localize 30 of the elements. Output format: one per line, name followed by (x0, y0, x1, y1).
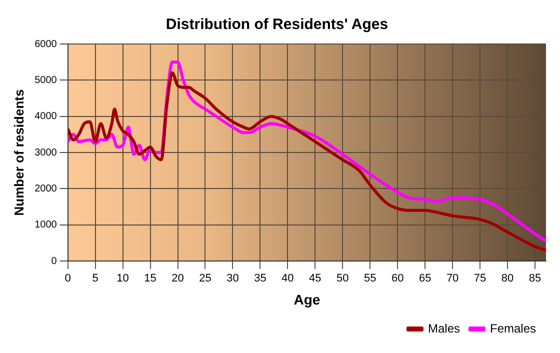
x-tick-label: 50 (336, 272, 349, 285)
y-tick-label: 2000 (34, 183, 58, 194)
x-tick-label: 35 (254, 272, 266, 285)
x-tick-label: 70 (446, 272, 459, 285)
x-tick-label: 55 (364, 272, 376, 285)
x-tick-label: 20 (172, 272, 184, 285)
x-tick-label: 5 (92, 272, 98, 285)
y-tick-label: 5000 (34, 74, 58, 86)
x-tick-label: 60 (391, 272, 404, 285)
x-tick-label: 30 (226, 272, 239, 285)
legend-label: Females (490, 321, 536, 336)
y-tick-label: 4000 (34, 111, 58, 122)
x-tick-label: 25 (199, 272, 212, 285)
legend-label: Males (428, 321, 460, 336)
x-tick-label: 85 (528, 272, 542, 285)
y-tick-label: 0 (51, 256, 58, 267)
y-tick-label: 3000 (34, 147, 58, 158)
x-tick-label: 10 (116, 272, 129, 285)
x-tick-label: 80 (501, 272, 514, 285)
y-tick-label: 6000 (34, 38, 58, 50)
x-tick-label: 0 (64, 272, 71, 285)
chart-title: Distribution of Residents' Ages (166, 16, 388, 34)
x-tick-label: 45 (309, 272, 322, 285)
x-tick-label: 15 (144, 272, 156, 285)
x-tick-label: 65 (418, 272, 432, 285)
x-tick-label: 75 (474, 272, 486, 285)
x-tick-label: 40 (282, 272, 294, 285)
y-axis-title: Number of residents (11, 89, 26, 216)
y-tick-label: 1000 (34, 220, 58, 231)
x-axis-title: Age (294, 291, 320, 308)
